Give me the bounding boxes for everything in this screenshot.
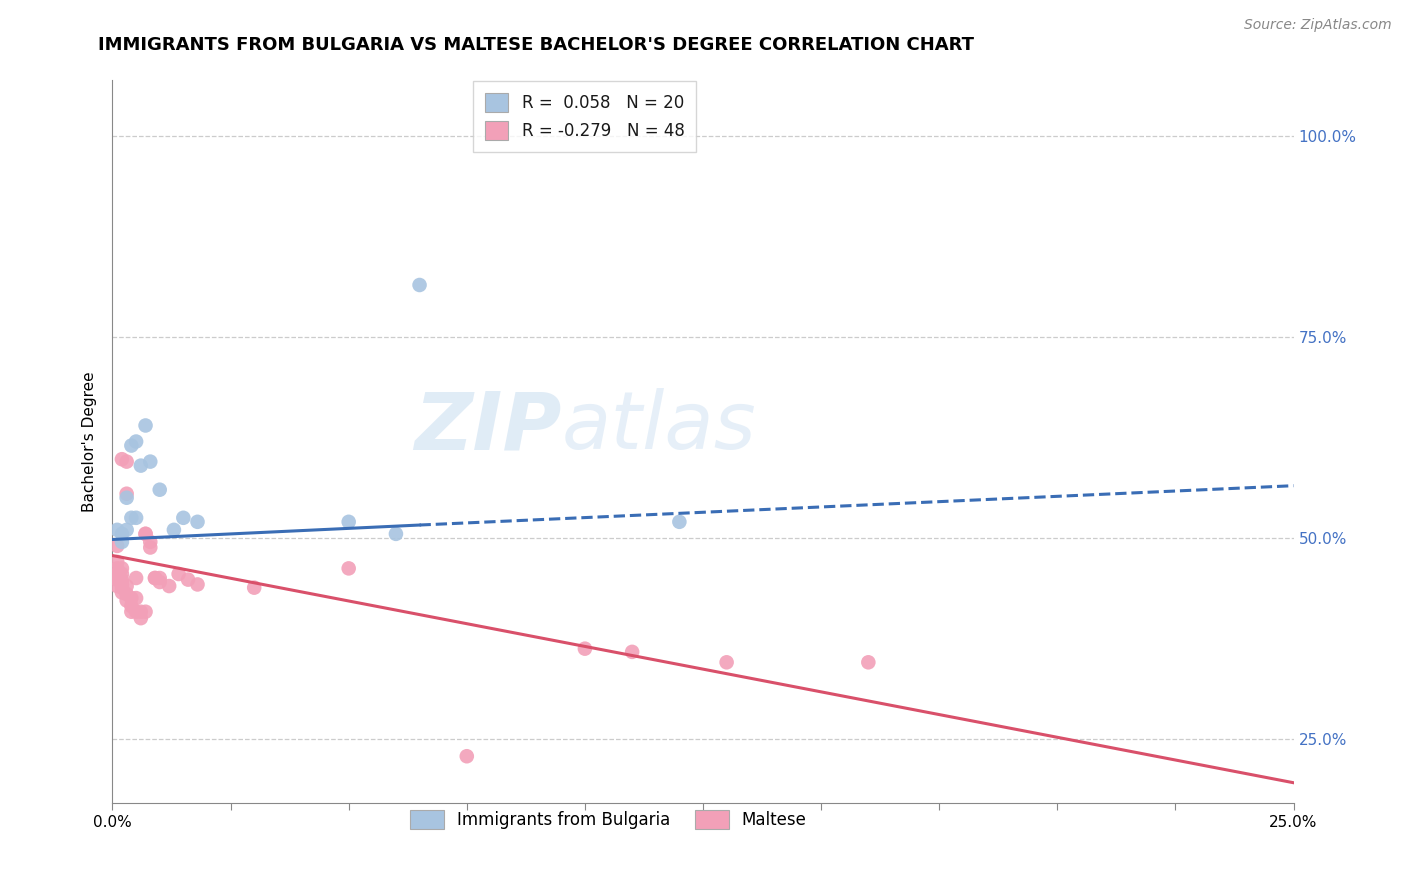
Point	[574, 641, 596, 656]
Point	[115, 491, 138, 505]
Point	[111, 534, 134, 549]
Point	[115, 579, 138, 593]
Point	[125, 605, 148, 619]
Point	[408, 277, 430, 292]
Point	[135, 605, 157, 619]
Point	[105, 573, 128, 587]
Point	[167, 567, 190, 582]
Point	[105, 571, 128, 585]
Point	[120, 605, 142, 619]
Point	[105, 579, 128, 593]
Point	[129, 605, 152, 619]
Point	[125, 591, 148, 606]
Point	[125, 571, 148, 585]
Point	[163, 523, 186, 537]
Point	[115, 523, 138, 537]
Point	[149, 483, 172, 497]
Point	[111, 567, 134, 582]
Point	[125, 434, 148, 449]
Point	[115, 454, 138, 469]
Point	[621, 645, 644, 659]
Point	[111, 561, 134, 575]
Point	[135, 526, 157, 541]
Point	[129, 611, 152, 625]
Point	[105, 523, 128, 537]
Point	[149, 571, 172, 585]
Point	[157, 579, 180, 593]
Point	[139, 534, 162, 549]
Point	[105, 555, 128, 569]
Text: atlas: atlas	[561, 388, 756, 467]
Point	[139, 541, 162, 555]
Point	[111, 585, 134, 599]
Point	[337, 561, 360, 575]
Point	[143, 571, 166, 585]
Point	[139, 454, 162, 469]
Point	[143, 571, 166, 585]
Point	[716, 655, 738, 669]
Point	[105, 561, 128, 575]
Point	[115, 587, 138, 601]
Point	[243, 581, 266, 595]
Point	[385, 526, 408, 541]
Y-axis label: Bachelor's Degree: Bachelor's Degree	[82, 371, 97, 512]
Text: ZIP: ZIP	[413, 388, 561, 467]
Point	[115, 593, 138, 607]
Point	[120, 438, 142, 452]
Point	[115, 486, 138, 500]
Point	[149, 574, 172, 589]
Point	[111, 577, 134, 591]
Point	[125, 510, 148, 524]
Point	[105, 567, 128, 582]
Point	[337, 515, 360, 529]
Point	[456, 749, 478, 764]
Point	[111, 452, 134, 467]
Point	[858, 655, 880, 669]
Point	[111, 581, 134, 595]
Point	[186, 577, 208, 591]
Text: Source: ZipAtlas.com: Source: ZipAtlas.com	[1244, 18, 1392, 32]
Text: IMMIGRANTS FROM BULGARIA VS MALTESE BACHELOR'S DEGREE CORRELATION CHART: IMMIGRANTS FROM BULGARIA VS MALTESE BACH…	[98, 36, 974, 54]
Point	[129, 458, 152, 473]
Point	[135, 418, 157, 433]
Point	[105, 539, 128, 553]
Legend: Immigrants from Bulgaria, Maltese: Immigrants from Bulgaria, Maltese	[402, 802, 815, 838]
Point	[111, 573, 134, 587]
Point	[135, 526, 157, 541]
Point	[177, 573, 200, 587]
Point	[172, 510, 194, 524]
Point	[186, 515, 208, 529]
Point	[111, 526, 134, 541]
Point	[120, 510, 142, 524]
Point	[120, 591, 142, 606]
Point	[120, 599, 142, 614]
Point	[105, 567, 128, 582]
Point	[668, 515, 690, 529]
